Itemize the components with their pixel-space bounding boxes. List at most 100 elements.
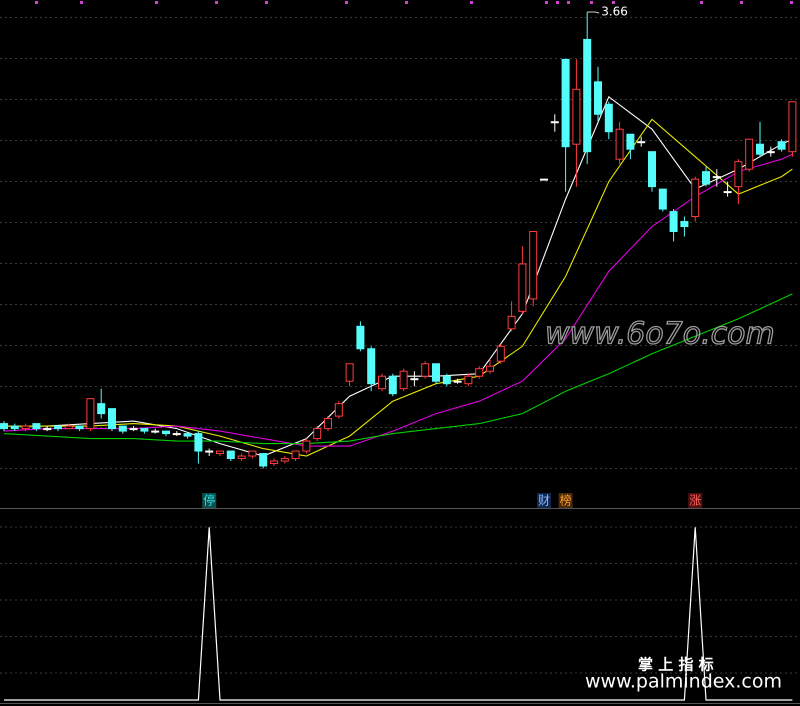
- candle-body: [648, 151, 656, 188]
- candle-body: [259, 453, 268, 467]
- candle-body: [378, 375, 386, 390]
- signal-box: [537, 493, 551, 508]
- candle-body: [788, 101, 797, 153]
- candle-body: [291, 450, 300, 460]
- candle-body: [432, 363, 440, 382]
- candle-body: [0, 423, 8, 430]
- top-dot: [265, 1, 268, 4]
- candle-body: [561, 58, 570, 148]
- max-label: 3.66: [601, 4, 628, 18]
- candle-body: [97, 403, 106, 415]
- candle-body: [21, 425, 30, 430]
- top-dot: [345, 1, 348, 4]
- top-dot: [612, 1, 615, 4]
- signal-box: [558, 493, 573, 508]
- candle-body: [550, 121, 559, 124]
- signal-box: [688, 493, 703, 508]
- candle-body: [572, 88, 581, 145]
- candle-body: [507, 315, 516, 330]
- candle-body: [723, 191, 732, 194]
- candle-body: [324, 418, 332, 430]
- candle-body: [421, 363, 430, 377]
- candle-body: [691, 178, 700, 218]
- candle-body: [756, 143, 764, 155]
- candle-body: [216, 450, 224, 455]
- candle-body: [583, 38, 592, 153]
- top-dot: [470, 1, 473, 4]
- candle-body: [712, 176, 721, 179]
- candle-body: [453, 380, 462, 383]
- candle-body: [162, 430, 170, 435]
- candle-body: [604, 103, 613, 133]
- candle-body: [637, 141, 646, 144]
- candle-body: [745, 138, 754, 170]
- candle-body: [388, 375, 397, 395]
- top-dot: [35, 1, 38, 4]
- candle-body: [10, 425, 19, 430]
- signal-label: 榜: [560, 493, 572, 508]
- candle-body: [496, 345, 505, 362]
- signal-label: 财: [538, 494, 550, 508]
- candle-body: [334, 403, 343, 417]
- candle-body: [486, 365, 494, 372]
- candle-body: [356, 325, 365, 350]
- top-dot: [215, 1, 218, 4]
- candle-body: [183, 433, 192, 437]
- watermark: www.6o7o.com: [545, 317, 775, 352]
- top-dot: [155, 1, 158, 4]
- candle-body: [129, 428, 138, 431]
- candle-body: [626, 133, 635, 150]
- indicator-line: [4, 527, 793, 701]
- candle-body: [140, 428, 149, 432]
- candle-body: [464, 375, 473, 385]
- top-dot: [740, 1, 743, 4]
- signal-label: 停: [203, 493, 215, 508]
- top-dot: [790, 1, 793, 4]
- candle-body: [777, 141, 786, 150]
- moving-average: [3, 293, 793, 445]
- candle-body: [399, 370, 408, 390]
- candle-body: [248, 450, 257, 457]
- top-dot: [556, 1, 559, 4]
- top-dot: [545, 1, 548, 4]
- candle-body: [367, 348, 376, 385]
- candle-body: [615, 128, 624, 160]
- moving-average: [4, 118, 793, 457]
- candle-body: [43, 428, 52, 431]
- candle-body: [442, 375, 451, 385]
- candle-body: [194, 433, 203, 452]
- max-marker: [587, 11, 600, 14]
- candle-body: [108, 408, 116, 430]
- candle-body: [766, 151, 775, 154]
- candle-body: [669, 211, 678, 233]
- candle-body: [75, 425, 84, 430]
- watermark: 掌 上 指 标: [638, 656, 714, 674]
- candle-body: [54, 425, 62, 430]
- candle-body: [226, 450, 235, 460]
- candle-body: [658, 188, 667, 210]
- candle-body: [302, 440, 311, 452]
- candle-body: [270, 460, 278, 465]
- candle-body: [594, 81, 602, 115]
- candle-body: [32, 423, 41, 430]
- signal-label: 涨: [689, 493, 701, 508]
- candle-body: [529, 231, 538, 300]
- candle-body: [313, 428, 322, 440]
- candle-body: [734, 161, 743, 188]
- watermark: www.palmindex.com: [585, 671, 782, 693]
- candle-body: [280, 458, 289, 462]
- top-dot: [405, 1, 408, 4]
- candle-body: [345, 363, 354, 382]
- candle-body: [172, 433, 181, 436]
- top-dot: [700, 1, 703, 4]
- candle-body: [680, 221, 689, 228]
- top-dot: [590, 1, 593, 4]
- candle-body: [118, 425, 127, 432]
- candle-body: [410, 378, 419, 381]
- top-dot: [567, 1, 570, 4]
- candle-body: [205, 450, 214, 453]
- top-dot: [80, 1, 83, 4]
- candle-body: [475, 368, 484, 377]
